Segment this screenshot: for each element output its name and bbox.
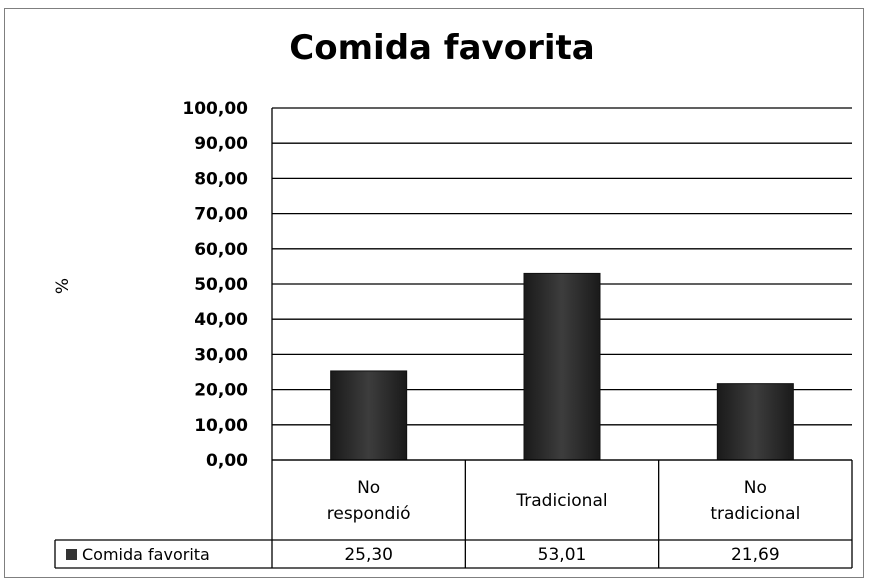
y-tick-label: 40,00: [194, 310, 248, 330]
legend-series-name: Comida favorita: [82, 545, 210, 564]
y-tick-label: 80,00: [194, 169, 248, 189]
x-category-label: tradicional: [710, 504, 800, 524]
bars: [330, 272, 794, 461]
y-tick-label: 50,00: [194, 275, 248, 295]
y-tick-label: 10,00: [194, 416, 248, 436]
chart-title: Comida favorita: [289, 28, 595, 68]
x-category-label: No: [744, 478, 767, 498]
y-tick-label: 70,00: [194, 205, 248, 225]
data-table: No respondió Tradicional No tradicional 25,30…: [54, 459, 853, 569]
bar: [716, 383, 794, 461]
bar: [523, 272, 601, 461]
y-tick-label: 30,00: [194, 345, 248, 365]
data-table-value: 53,01: [538, 545, 587, 565]
legend-swatch: [66, 549, 77, 560]
data-table-value: 25,30: [344, 545, 393, 565]
x-category-label: No: [357, 478, 380, 498]
y-tick-label: 60,00: [194, 240, 248, 260]
y-tick-label: 0,00: [206, 451, 248, 471]
y-tick-label: 100,00: [182, 99, 248, 119]
y-tick-label: 20,00: [194, 381, 248, 401]
y-axis-ticks: 0,00 10,00 20,00 30,00 40,00 50,00 60,00 70,00 8…: [182, 99, 248, 471]
bar: [330, 370, 408, 461]
data-table-value: 21,69: [731, 545, 780, 565]
chart-frame: [4, 8, 864, 578]
y-tick-label: 90,00: [194, 134, 248, 154]
y-axis-label: %: [53, 278, 73, 294]
x-category-label: Tradicional: [515, 491, 607, 511]
x-category-label: respondió: [327, 504, 411, 524]
